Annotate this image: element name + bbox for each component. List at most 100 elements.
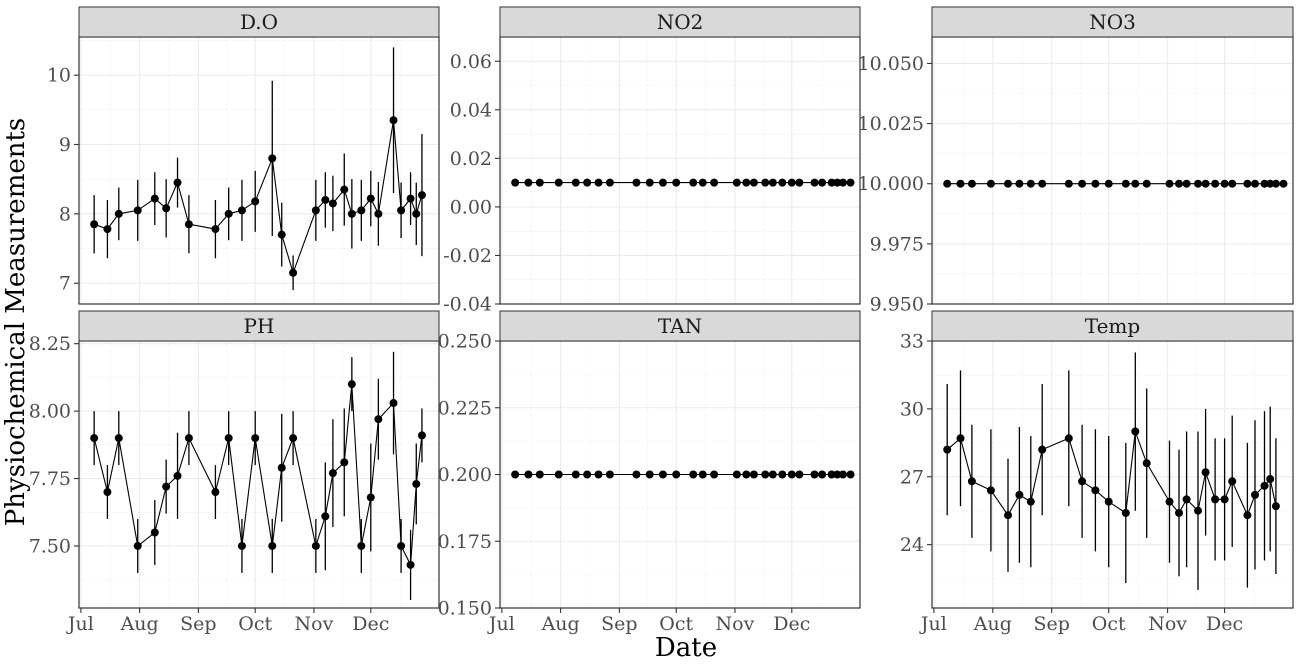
data-point [90, 434, 99, 443]
data-point [710, 470, 719, 479]
facet-strip [499, 310, 861, 342]
y-tick-label: 10 [47, 65, 71, 87]
data-point [583, 470, 592, 479]
data-point [321, 195, 330, 204]
data-point [833, 178, 842, 187]
data-point [397, 541, 406, 550]
panel-temp: Temp 24 27 30 33 Jul Aug Sep Oct Nov Dec [900, 310, 1294, 635]
x-axis-title: Date [655, 633, 717, 663]
data-point [732, 470, 741, 479]
x-tick-label: Sep [180, 613, 216, 635]
x-tick-label: Jul [919, 613, 947, 635]
facet-strip [499, 6, 861, 38]
data-point [672, 178, 681, 187]
data-point [357, 541, 366, 550]
data-point [374, 415, 383, 424]
facet-strip-label: NO2 [657, 10, 704, 34]
data-point [412, 479, 421, 488]
x-tick-label: Aug [973, 613, 1012, 635]
data-point [1182, 495, 1191, 504]
data-point [535, 178, 544, 187]
y-tick-label: 10.025 [858, 113, 924, 135]
data-point [827, 470, 836, 479]
data-point [1165, 497, 1174, 506]
y-axis-title: Physiochemical Measurements [1, 118, 31, 527]
x-tick-label: Oct [659, 613, 693, 635]
panel-background [932, 37, 1293, 304]
data-point [184, 434, 193, 443]
series-line [93, 384, 423, 567]
facet-strip-label: Temp [1085, 314, 1140, 338]
data-point [328, 199, 337, 208]
data-point [1260, 481, 1269, 490]
data-point [535, 470, 544, 479]
data-point [1064, 179, 1073, 188]
data-point [778, 470, 787, 479]
data-point [1121, 179, 1130, 188]
y-tick-label: 10.050 [858, 53, 924, 75]
data-point [986, 486, 995, 495]
data-point [150, 194, 159, 203]
y-tick-label: 27 [900, 466, 924, 488]
data-point [103, 225, 112, 234]
data-point [1182, 179, 1191, 188]
panel-ph: PH 7.50 7.75 8.00 8.25 Jul Aug Sep Oct Nov Dec [29, 310, 440, 635]
x-tick-label: Dec [773, 613, 810, 635]
x-tick-label: Jul [66, 613, 94, 635]
data-point [795, 178, 804, 187]
y-tick-label: 0.175 [438, 531, 492, 553]
data-point [1201, 468, 1210, 477]
data-point [1266, 475, 1275, 484]
data-point [1104, 497, 1113, 506]
data-point [162, 204, 171, 213]
data-point [1131, 427, 1140, 436]
data-point [366, 194, 375, 203]
data-point [1165, 179, 1174, 188]
data-point [645, 178, 654, 187]
data-point [1038, 445, 1047, 454]
data-point [211, 225, 220, 234]
y-tick-label: 10.000 [858, 173, 924, 195]
facet-strip [78, 6, 440, 38]
data-point [417, 191, 426, 200]
data-point [956, 434, 965, 443]
data-point [732, 178, 741, 187]
data-point [1091, 486, 1100, 495]
x-tick-label: Oct [1092, 613, 1126, 635]
data-point [1243, 179, 1252, 188]
data-point [632, 470, 641, 479]
data-point [1175, 508, 1183, 517]
y-tick-label: -0.02 [443, 245, 492, 267]
data-point [406, 194, 415, 203]
data-point [571, 178, 580, 187]
data-point [417, 431, 426, 440]
data-point [810, 178, 819, 187]
data-point [645, 470, 654, 479]
data-point [571, 470, 580, 479]
panel-do: D.O 7 8 9 10 [47, 6, 440, 305]
data-point [742, 470, 751, 479]
data-point [698, 178, 707, 187]
data-point [340, 458, 349, 467]
y-tick-label: 9.950 [870, 294, 924, 316]
data-point [1271, 179, 1280, 188]
y-tick-label: 0.200 [438, 464, 492, 486]
data-point [689, 178, 698, 187]
data-point [632, 178, 641, 187]
x-tick-label: Nov [716, 613, 755, 635]
data-point [1194, 506, 1202, 515]
y-tick-label: 0.04 [450, 99, 492, 121]
y-tick-label: 8.00 [29, 401, 71, 423]
data-point [511, 470, 520, 479]
data-point [1142, 179, 1151, 188]
data-point [1194, 179, 1202, 188]
data-point [1078, 477, 1087, 486]
data-point [833, 470, 842, 479]
series-line [946, 431, 1277, 517]
data-point [1201, 179, 1210, 188]
data-point [761, 470, 770, 479]
y-tick-label: 0.02 [450, 148, 492, 170]
data-point [277, 463, 286, 472]
data-point [1131, 179, 1140, 188]
